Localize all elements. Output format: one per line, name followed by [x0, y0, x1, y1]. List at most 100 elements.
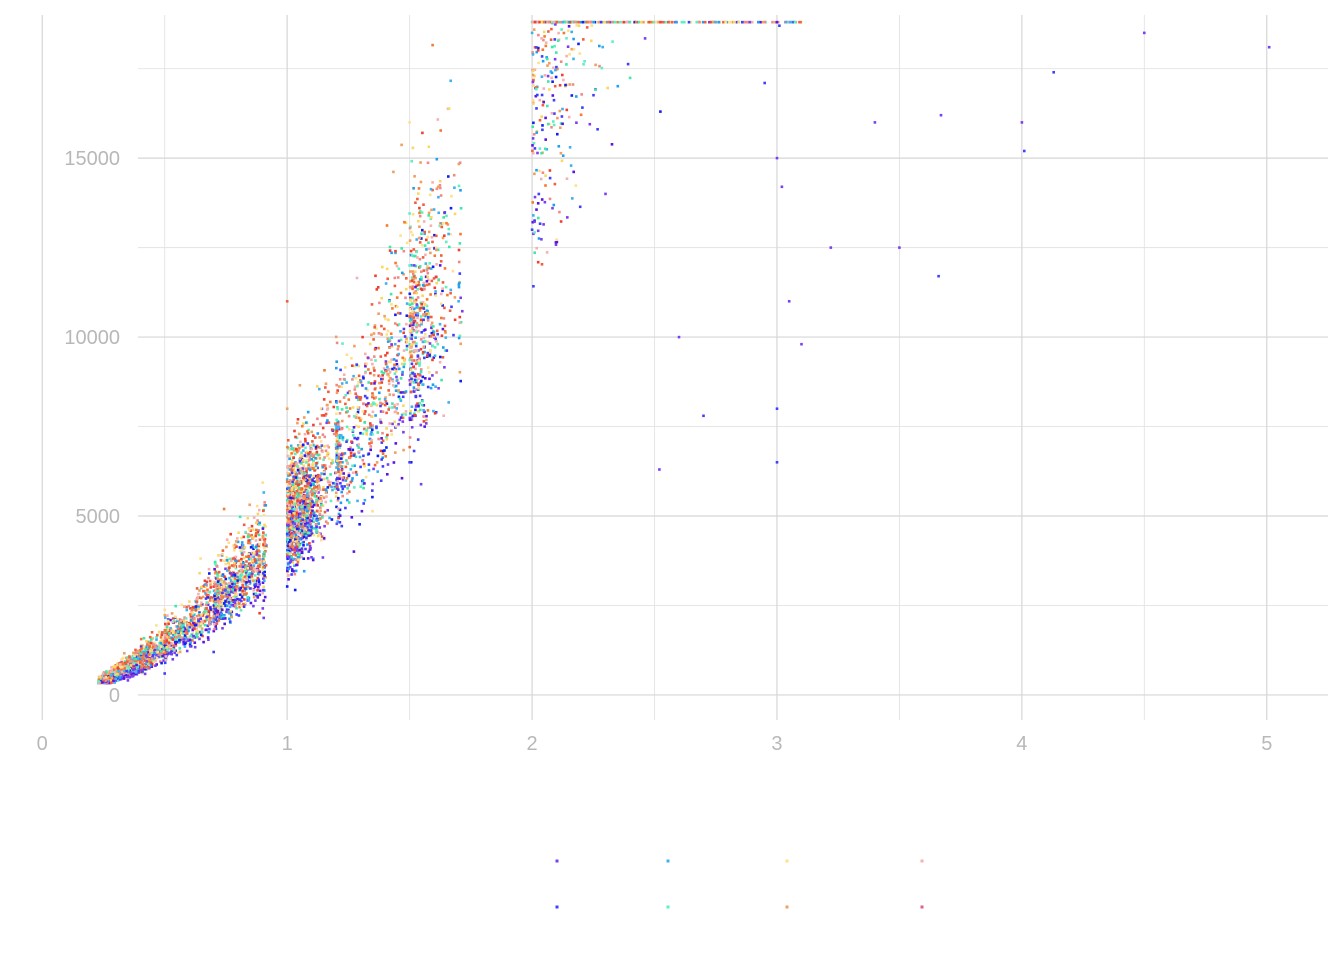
- data-point: [297, 515, 300, 518]
- data-point: [405, 277, 408, 280]
- data-point: [409, 390, 413, 394]
- data-point: [408, 436, 412, 439]
- data-point: [292, 518, 296, 521]
- data-point: [306, 430, 309, 433]
- data-point: [449, 79, 452, 83]
- data-point: [408, 358, 411, 362]
- data-point: [370, 441, 373, 445]
- data-point: [337, 512, 341, 516]
- data-point: [353, 388, 357, 391]
- data-point: [321, 556, 325, 559]
- data-point: [338, 446, 341, 449]
- data-point: [410, 276, 414, 279]
- data-point: [258, 558, 262, 561]
- data-point: [366, 323, 370, 326]
- data-point: [240, 562, 243, 566]
- data-point: [531, 53, 535, 56]
- data-point: [315, 462, 318, 465]
- data-point: [228, 593, 231, 596]
- data-point: [309, 547, 312, 550]
- data-point: [459, 379, 462, 383]
- data-point: [374, 396, 378, 399]
- data-point: [305, 534, 308, 537]
- data-point: [290, 573, 293, 576]
- data-point: [430, 315, 433, 319]
- data-point: [239, 609, 243, 612]
- data-point: [339, 482, 342, 485]
- data-point: [157, 645, 161, 648]
- data-point: [445, 214, 448, 218]
- data-point: [336, 420, 340, 423]
- data-point: [427, 312, 431, 315]
- data-point: [308, 456, 312, 459]
- data-point: [353, 436, 356, 440]
- data-point: [293, 588, 297, 592]
- data-point: [347, 474, 351, 478]
- data-point: [364, 352, 367, 356]
- data-point: [446, 223, 450, 226]
- data-point: [405, 322, 408, 326]
- data-point: [540, 75, 544, 78]
- data-point: [290, 447, 293, 451]
- data-point: [442, 317, 446, 320]
- data-point: [236, 572, 239, 575]
- data-point: [195, 630, 198, 633]
- data-point: [150, 663, 154, 667]
- data-point: [304, 538, 308, 541]
- data-point: [414, 270, 417, 273]
- data-point: [339, 460, 342, 464]
- data-point: [381, 377, 384, 381]
- data-point: [301, 444, 304, 448]
- data-point: [220, 594, 224, 597]
- data-point: [577, 24, 581, 28]
- data-point: [160, 639, 164, 642]
- data-point: [175, 640, 179, 644]
- data-point: [257, 555, 261, 558]
- data-point: [441, 327, 445, 331]
- data-point: [198, 571, 201, 575]
- data-point: [550, 112, 554, 115]
- data-point: [387, 373, 390, 376]
- data-point: [545, 56, 548, 59]
- data-point: [426, 235, 430, 239]
- data-point: [157, 655, 160, 659]
- data-point: [569, 164, 573, 167]
- data-point: [301, 516, 305, 520]
- data-point: [309, 533, 312, 537]
- data-point: [553, 84, 557, 88]
- data-point: [703, 20, 707, 24]
- data-point: [197, 605, 200, 609]
- data-point: [535, 50, 539, 54]
- data-point: [395, 407, 398, 410]
- data-point: [390, 251, 393, 255]
- data-point: [185, 649, 189, 653]
- data-point: [124, 656, 128, 660]
- data-point: [565, 63, 568, 66]
- data-point: [531, 99, 535, 102]
- data-point: [294, 496, 298, 499]
- data-point: [402, 273, 405, 276]
- data-point: [182, 623, 185, 627]
- data-point: [418, 309, 422, 312]
- data-point: [219, 617, 223, 620]
- data-point: [394, 261, 397, 265]
- data-point: [207, 630, 210, 634]
- data-point: [297, 506, 300, 509]
- data-point: [223, 595, 226, 598]
- data-point: [425, 418, 428, 422]
- data-point: [315, 498, 318, 502]
- data-point: [264, 525, 267, 528]
- data-point: [348, 407, 352, 410]
- data-point: [336, 389, 339, 392]
- data-point: [241, 583, 244, 587]
- data-point: [371, 424, 374, 427]
- data-point: [153, 641, 157, 645]
- data-point: [309, 522, 313, 526]
- data-point: [445, 221, 448, 225]
- data-point: [414, 298, 418, 302]
- data-point: [757, 20, 760, 24]
- data-point: [216, 596, 220, 599]
- data-point: [379, 355, 383, 358]
- data-point: [322, 536, 326, 540]
- data-point: [296, 468, 300, 472]
